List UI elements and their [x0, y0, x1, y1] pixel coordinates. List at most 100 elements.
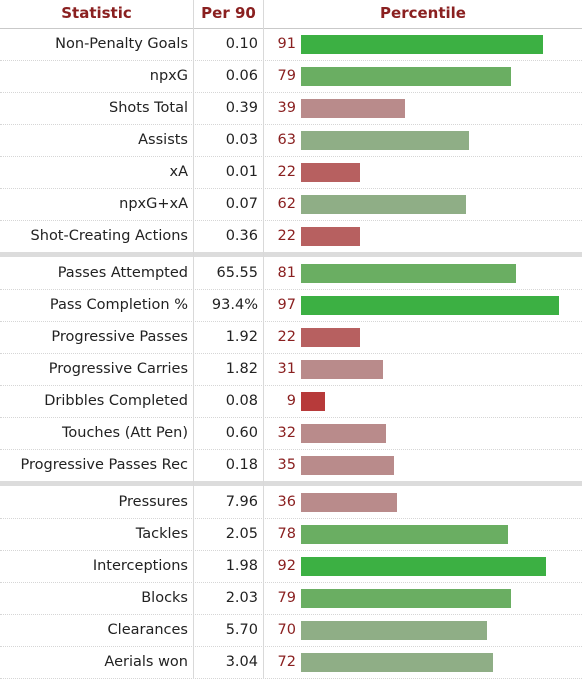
- percentile-bar: [301, 35, 543, 54]
- percentile-value: 22: [277, 228, 296, 244]
- percentile-value: 91: [277, 36, 296, 52]
- column-divider: [193, 0, 194, 679]
- per90-value: 93.4%: [211, 297, 258, 313]
- percentile-bar: [301, 296, 559, 315]
- percentile-value: 9: [286, 393, 296, 409]
- table-body: Non-Penalty Goals 0.10 91 npxG 0.06 79 Shots T…: [0, 29, 582, 679]
- percentile-bar: [301, 392, 325, 411]
- group-separator: [0, 252, 582, 257]
- percentile-bar: [301, 456, 394, 475]
- percentile-value: 63: [277, 132, 296, 148]
- percentile-bar: [301, 493, 397, 512]
- table-row: Aerials won 3.04 72: [0, 647, 582, 679]
- statistic-label: Shot-Creating Actions: [30, 228, 188, 244]
- percentile-bar: [301, 424, 386, 443]
- header-per90[interactable]: Per 90: [201, 4, 256, 22]
- table-row: Tackles 2.05 78: [0, 519, 582, 551]
- table-row: xA 0.01 22: [0, 157, 582, 189]
- table-row: Blocks 2.03 79: [0, 583, 582, 615]
- percentile-value: 81: [277, 265, 296, 281]
- per90-value: 3.04: [225, 654, 258, 670]
- table-row: Shots Total 0.39 39: [0, 93, 582, 125]
- statistic-label: Passes Attempted: [57, 265, 188, 281]
- percentile-value: 35: [277, 457, 296, 473]
- percentile-bar: [301, 67, 511, 86]
- table-row: Progressive Carries 1.82 31: [0, 354, 582, 386]
- table-row: Dribbles Completed 0.08 9: [0, 386, 582, 418]
- per90-value: 0.10: [225, 36, 258, 52]
- percentile-value: 22: [277, 329, 296, 345]
- table-row: Progressive Passes 1.92 22: [0, 322, 582, 354]
- statistic-label: Tackles: [135, 526, 188, 542]
- statistic-label: Blocks: [141, 590, 188, 606]
- percentile-bar: [301, 227, 360, 246]
- column-divider: [263, 0, 264, 679]
- percentile-value: 31: [277, 361, 296, 377]
- group-separator: [0, 481, 582, 486]
- percentile-bar: [301, 360, 383, 379]
- table-row: Touches (Att Pen) 0.60 32: [0, 418, 582, 450]
- per90-value: 0.39: [225, 100, 258, 116]
- table-row: Progressive Passes Rec 0.18 35: [0, 450, 582, 482]
- table-row: Assists 0.03 63: [0, 125, 582, 157]
- table-row: Pass Completion % 93.4% 97: [0, 290, 582, 322]
- statistic-label: Touches (Att Pen): [62, 425, 188, 441]
- statistic-label: Progressive Passes: [51, 329, 188, 345]
- percentile-bar: [301, 99, 405, 118]
- percentile-value: 79: [277, 590, 296, 606]
- statistic-label: Assists: [138, 132, 188, 148]
- percentile-bar: [301, 328, 360, 347]
- percentile-value: 92: [277, 558, 296, 574]
- percentile-bar: [301, 557, 546, 576]
- table-row: npxG+xA 0.07 62: [0, 189, 582, 221]
- percentile-value: 39: [277, 100, 296, 116]
- percentile-bar: [301, 621, 487, 640]
- statistic-label: Progressive Carries: [48, 361, 188, 377]
- statistic-label: Progressive Passes Rec: [20, 457, 188, 473]
- percentile-value: 70: [277, 622, 296, 638]
- statistic-label: Interceptions: [92, 558, 188, 574]
- percentile-value: 78: [277, 526, 296, 542]
- header-percentile[interactable]: Percentile: [380, 4, 466, 22]
- statistic-label: Aerials won: [104, 654, 188, 670]
- percentile-bar: [301, 589, 511, 608]
- per90-value: 0.08: [225, 393, 258, 409]
- statistic-label: Shots Total: [109, 100, 188, 116]
- per90-value: 2.03: [225, 590, 258, 606]
- percentile-value: 22: [277, 164, 296, 180]
- statistic-label: Non-Penalty Goals: [55, 36, 188, 52]
- per90-value: 0.36: [225, 228, 258, 244]
- statistic-label: Dribbles Completed: [44, 393, 188, 409]
- table-row: npxG 0.06 79: [0, 61, 582, 93]
- per90-value: 1.82: [225, 361, 258, 377]
- statistic-label: Clearances: [107, 622, 188, 638]
- percentile-value: 72: [277, 654, 296, 670]
- statistic-label: xA: [169, 164, 188, 180]
- percentile-value: 32: [277, 425, 296, 441]
- percentile-bar: [301, 264, 516, 283]
- percentile-value: 79: [277, 68, 296, 84]
- percentile-bar: [301, 131, 469, 150]
- statistic-label: Pass Completion %: [49, 297, 188, 313]
- table-row: Interceptions 1.98 92: [0, 551, 582, 583]
- percentile-bar: [301, 525, 508, 544]
- percentile-bar: [301, 163, 360, 182]
- table-row: Non-Penalty Goals 0.10 91: [0, 29, 582, 61]
- statistic-label: npxG: [149, 68, 188, 84]
- percentile-value: 97: [277, 297, 296, 313]
- statistic-label: Pressures: [118, 494, 188, 510]
- percentile-bar: [301, 195, 466, 214]
- table-row: Shot-Creating Actions 0.36 22: [0, 221, 582, 253]
- table-header: Statistic Per 90 Percentile: [0, 0, 582, 29]
- per90-value: 0.60: [225, 425, 258, 441]
- per90-value: 1.92: [225, 329, 258, 345]
- percentile-value: 62: [277, 196, 296, 212]
- per90-value: 0.06: [225, 68, 258, 84]
- table-row: Pressures 7.96 36: [0, 487, 582, 519]
- per90-value: 7.96: [225, 494, 258, 510]
- header-statistic[interactable]: Statistic: [61, 4, 132, 22]
- per90-value: 5.70: [225, 622, 258, 638]
- statistic-label: npxG+xA: [119, 196, 188, 212]
- percentile-value: 36: [277, 494, 296, 510]
- per90-value: 1.98: [225, 558, 258, 574]
